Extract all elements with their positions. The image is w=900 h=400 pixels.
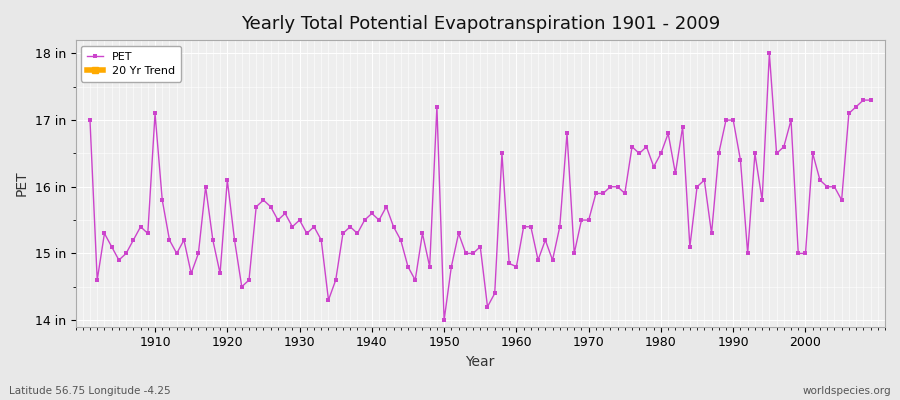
Legend: PET, 20 Yr Trend: PET, 20 Yr Trend <box>81 46 181 82</box>
PET <box>302 231 312 236</box>
PET <box>438 318 449 322</box>
Text: worldspecies.org: worldspecies.org <box>803 386 891 396</box>
Line: PET: PET <box>88 51 873 322</box>
PET <box>142 231 153 236</box>
X-axis label: Year: Year <box>465 355 495 369</box>
PET <box>85 118 95 122</box>
PET <box>764 51 775 56</box>
Y-axis label: PET: PET <box>15 171 29 196</box>
Text: Latitude 56.75 Longitude -4.25: Latitude 56.75 Longitude -4.25 <box>9 386 171 396</box>
Title: Yearly Total Potential Evapotranspiration 1901 - 2009: Yearly Total Potential Evapotranspiratio… <box>240 15 720 33</box>
PET <box>518 224 529 229</box>
PET <box>865 98 876 102</box>
PET <box>511 264 522 269</box>
PET <box>345 224 356 229</box>
PET <box>605 184 616 189</box>
